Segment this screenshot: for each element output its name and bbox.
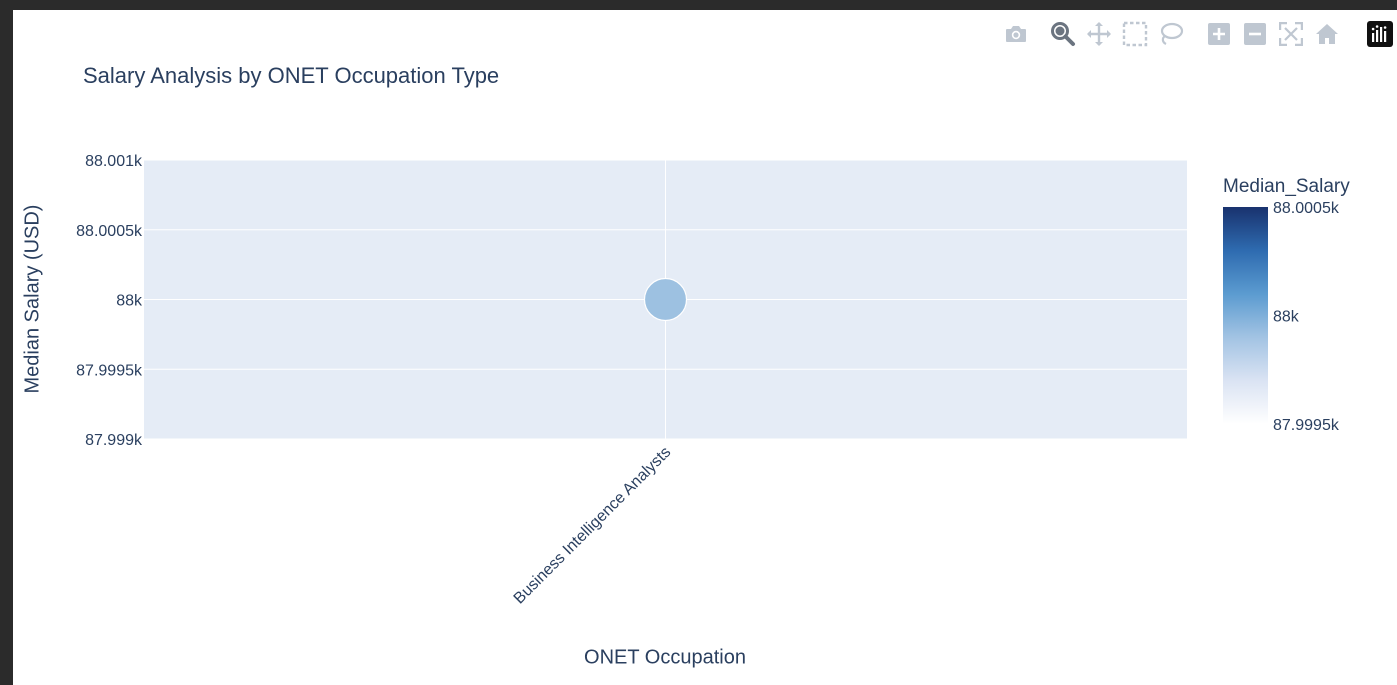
y-axis-title: Median Salary (USD) bbox=[21, 204, 44, 394]
chart-svg: 88.001k 88.0005k 88k 87.9995k 87.999k Busines… bbox=[76, 153, 1340, 608]
colorbar-title: Median_Salary bbox=[1223, 176, 1350, 197]
x-tick-label: Business Intelligence Analysts bbox=[511, 444, 675, 608]
plotly-logo-icon[interactable] bbox=[1365, 16, 1395, 52]
box-select-icon[interactable] bbox=[1120, 16, 1150, 52]
x-axis-title: ONET Occupation bbox=[584, 646, 746, 669]
lasso-select-icon[interactable] bbox=[1156, 16, 1186, 52]
zoom-out-icon[interactable] bbox=[1240, 16, 1270, 52]
modebar bbox=[997, 16, 1397, 52]
y-tick-label: 88k bbox=[116, 293, 143, 310]
colorbar-tick-label: 88.0005k bbox=[1273, 200, 1340, 217]
chart-frame: Salary Analysis by ONET Occupation Type … bbox=[13, 10, 1397, 685]
y-tick-label: 87.9995k bbox=[76, 362, 143, 379]
autoscale-icon[interactable] bbox=[1276, 16, 1306, 52]
data-point[interactable] bbox=[643, 277, 688, 322]
zoom-in-icon[interactable] bbox=[1204, 16, 1234, 52]
pan-icon[interactable] bbox=[1084, 16, 1114, 52]
y-tick-label: 87.999k bbox=[85, 432, 143, 449]
chart-title: Salary Analysis by ONET Occupation Type bbox=[83, 63, 500, 88]
colorbar-tick-label: 87.9995k bbox=[1273, 417, 1340, 434]
colorbar bbox=[1223, 207, 1268, 424]
reset-axes-icon[interactable] bbox=[1312, 16, 1342, 52]
zoom-icon[interactable] bbox=[1048, 16, 1078, 52]
y-tick-label: 88.0005k bbox=[76, 223, 143, 240]
y-tick-label: 88.001k bbox=[85, 153, 143, 170]
camera-icon[interactable] bbox=[1001, 16, 1031, 52]
colorbar-tick-label: 88k bbox=[1273, 309, 1300, 326]
